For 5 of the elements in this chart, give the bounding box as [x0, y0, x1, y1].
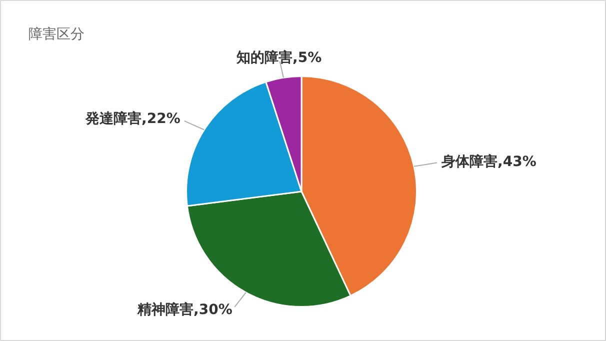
slice-label: 身体障害,43%	[440, 153, 536, 170]
slice-label: 発達障害,22%	[84, 110, 180, 128]
slice-label: 知的障害,5%	[236, 48, 322, 66]
slice-label: 精神障害,30%	[136, 301, 232, 318]
chart-title: 障害区分	[28, 26, 84, 42]
